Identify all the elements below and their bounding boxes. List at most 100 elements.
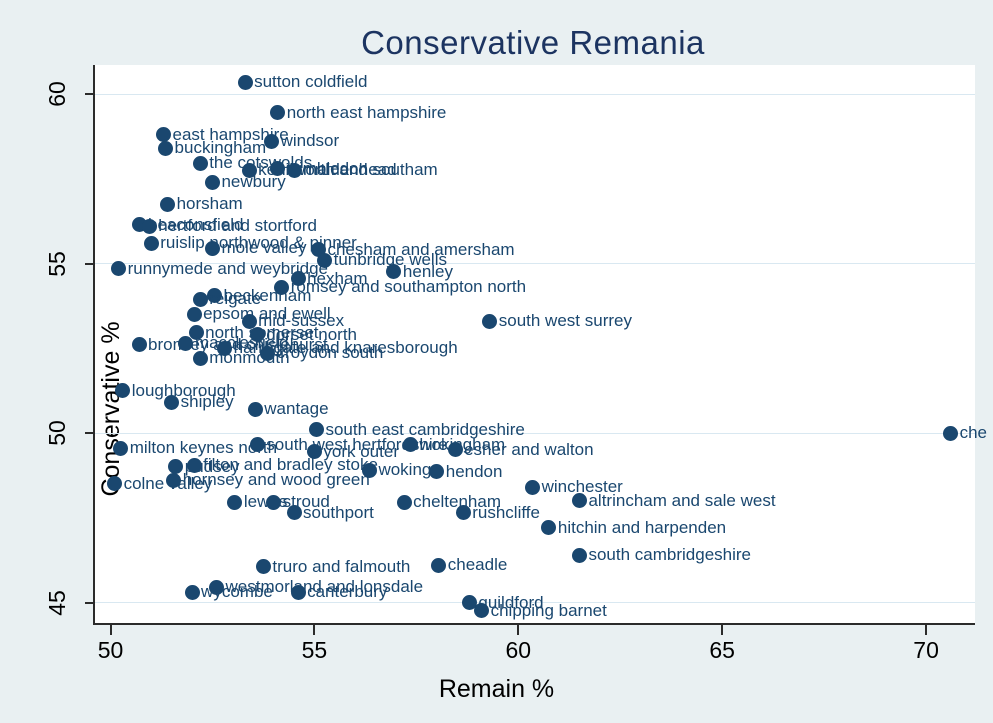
- point-label: south east cambridgeshire: [325, 419, 525, 439]
- x-tick-label: 55: [301, 637, 328, 663]
- point-label: loughborough: [131, 380, 236, 400]
- point-label: hexham: [307, 268, 368, 288]
- data-point: [247, 401, 263, 417]
- point-label: cheadle: [447, 555, 508, 575]
- point-label: dorset north: [266, 324, 358, 344]
- point-label: westmorland and lonsdale: [225, 577, 424, 597]
- data-point: [541, 520, 557, 536]
- data-point: [386, 264, 402, 280]
- data-point: [274, 279, 290, 295]
- x-tick-mark: [925, 625, 928, 635]
- point-label: cheltenham: [413, 492, 501, 512]
- point-label: altrincham and sale west: [588, 490, 776, 510]
- data-point: [227, 494, 243, 510]
- x-tick-label: 50: [97, 637, 124, 663]
- data-point: [461, 595, 477, 610]
- data-point: [192, 291, 208, 307]
- x-tick-label: 70: [913, 637, 939, 663]
- data-point: [482, 313, 498, 329]
- point-label: rushcliffe: [472, 502, 540, 522]
- data-point: [217, 340, 233, 356]
- data-point: [290, 584, 306, 600]
- data-point: [186, 306, 202, 322]
- y-tick-mark: [85, 93, 95, 95]
- data-point: [266, 494, 282, 510]
- data-point: [525, 479, 541, 495]
- data-point: [455, 505, 471, 521]
- data-point: [270, 161, 286, 177]
- data-point: [474, 603, 490, 619]
- y-gridline: [95, 263, 975, 264]
- x-tick-mark: [517, 625, 520, 635]
- point-label: truro and falmouth: [272, 556, 411, 576]
- data-point: [107, 476, 123, 492]
- data-point: [166, 472, 182, 488]
- point-label: south west surrey: [498, 311, 632, 331]
- point-label: east hampshire: [172, 124, 289, 144]
- point-label: south cambridgeshire: [588, 545, 751, 565]
- y-tick-label: 45: [43, 589, 70, 616]
- point-label: wimbledon: [286, 158, 368, 178]
- data-point: [192, 350, 208, 366]
- data-point: [237, 74, 253, 90]
- x-tick-mark: [721, 625, 724, 635]
- point-label: maidenhead: [303, 160, 397, 180]
- point-label: mole valley: [221, 238, 307, 258]
- data-point: [571, 547, 587, 563]
- data-point: [286, 505, 302, 521]
- point-label: kenilworth and southam: [258, 160, 438, 180]
- point-label: hitchin and harpenden: [557, 517, 727, 537]
- x-tick-label: 65: [709, 637, 735, 663]
- x-tick-mark: [313, 625, 316, 635]
- plot-area: Conservative % 45 50 55 60 50 55 60 65 70 sutton …: [44, 65, 987, 663]
- data-point: [308, 422, 324, 438]
- point-label: woking: [378, 460, 432, 480]
- data-point: [241, 313, 257, 329]
- data-point: [431, 557, 447, 573]
- point-label: chipping barnet: [490, 600, 607, 620]
- point-label: tunbridge wells: [333, 250, 447, 270]
- point-label: buckingham: [174, 138, 267, 158]
- point-label: croydon south: [276, 343, 384, 363]
- point-label: wantage: [264, 399, 329, 419]
- point-label: horsham: [176, 194, 243, 214]
- data-point: [178, 335, 194, 351]
- point-label: guildford: [478, 592, 544, 612]
- data-point: [113, 440, 129, 456]
- data-point: [186, 457, 202, 473]
- x-tick-mark: [109, 625, 112, 635]
- data-point: [204, 174, 220, 190]
- point-label: newbury: [221, 172, 286, 192]
- point-label: hertford and stortford: [158, 216, 317, 236]
- data-point: [361, 462, 377, 478]
- point-label: runnymede and weybridge: [127, 258, 328, 278]
- y-gridline: [95, 602, 975, 603]
- y-tick-mark: [85, 432, 95, 434]
- point-label: reigate: [209, 289, 262, 309]
- point-label: southport: [303, 502, 374, 522]
- data-point: [396, 494, 412, 510]
- point-label: che: [959, 423, 987, 442]
- point-label: winchester: [541, 477, 623, 497]
- point-label: york outer: [323, 441, 399, 461]
- point-label: sutton coldfield: [254, 72, 368, 92]
- data-point: [306, 444, 322, 460]
- point-label: bromley and chislehurst: [148, 334, 328, 354]
- data-point: [429, 464, 445, 480]
- x-axis-title: Remain %: [438, 675, 555, 703]
- data-point: [164, 394, 180, 410]
- data-point: [188, 325, 204, 341]
- point-label: esher and walton: [464, 439, 594, 459]
- point-label: epsom and ewell: [203, 304, 331, 324]
- data-point: [270, 105, 286, 121]
- data-point: [260, 345, 275, 361]
- data-point: [264, 133, 280, 149]
- data-point: [141, 218, 157, 234]
- y-tick-label: 60: [43, 81, 70, 107]
- data-point: [158, 140, 174, 156]
- data-point: [241, 162, 257, 178]
- data-point: [943, 425, 959, 441]
- data-point: [249, 437, 265, 453]
- point-label: north east hampshire: [286, 102, 447, 122]
